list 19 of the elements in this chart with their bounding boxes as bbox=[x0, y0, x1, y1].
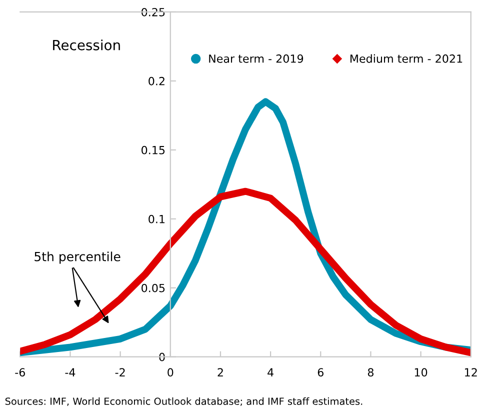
legend-label: Near term - 2019 bbox=[209, 54, 304, 63]
x-tick-label: 10 bbox=[414, 368, 428, 377]
x-tick-label: 6 bbox=[318, 368, 324, 377]
annotation: 5th percentile bbox=[34, 252, 120, 264]
y-tick-label: 0.15 bbox=[142, 146, 165, 154]
x-tick-label: 12 bbox=[465, 368, 477, 376]
x-tick-label: 2 bbox=[218, 368, 223, 376]
x-tick-label: -4 bbox=[65, 368, 76, 376]
annotation: Recession bbox=[53, 40, 120, 50]
x-tick-label: 0 bbox=[168, 368, 174, 377]
y-tick-label: 0.1 bbox=[148, 214, 165, 224]
x-tick-label: -6 bbox=[15, 368, 25, 377]
source-note: Sources: IMF, World Economic Outlook database; and IMF staff estimates. bbox=[5, 397, 362, 406]
x-tick-label: -2 bbox=[115, 368, 125, 376]
y-tick-label: 0.2 bbox=[148, 76, 164, 86]
x-tick-label: 8 bbox=[368, 368, 374, 377]
y-tick-label: 0.05 bbox=[142, 284, 165, 292]
x-tick-label: 4 bbox=[268, 368, 274, 376]
legend-label: Medium term - 2021 bbox=[350, 54, 462, 63]
